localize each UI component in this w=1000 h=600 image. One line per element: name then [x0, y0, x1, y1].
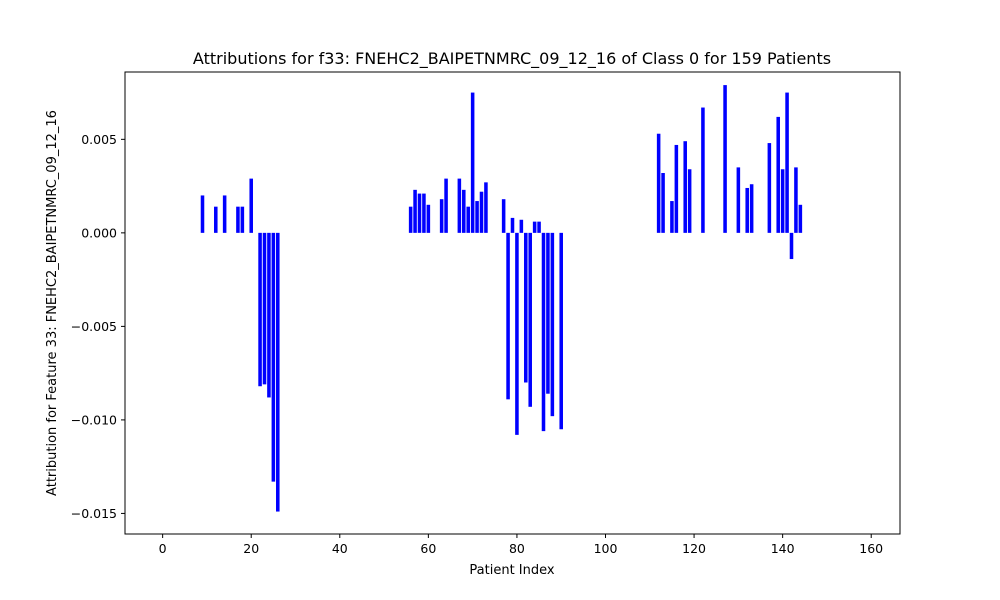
- bar-patient-58: [417, 193, 422, 233]
- bar-patient-143: [794, 167, 798, 233]
- bar-patient-142: [789, 232, 794, 260]
- bar-patient-22: [258, 232, 262, 387]
- bar-patient-130: [736, 167, 741, 233]
- bar-patient-9: [200, 195, 205, 233]
- bar-patient-87: [546, 232, 550, 394]
- bar-patient-56: [408, 206, 413, 233]
- x-axis-ticks: 0 20 40 60 80 100 120 140 160: [159, 534, 883, 556]
- bar-patient-112: [656, 133, 661, 233]
- bar-patient-60: [426, 204, 431, 233]
- bar-patient-20: [249, 178, 253, 233]
- x-tick-label: 40: [332, 541, 348, 556]
- bar-patient-68: [462, 189, 466, 233]
- bar-patient-122: [701, 107, 705, 233]
- bars-group: [200, 85, 803, 512]
- x-tick-label: 80: [509, 541, 525, 556]
- bar-patient-17: [236, 206, 240, 233]
- bar-patient-90: [559, 232, 563, 430]
- bar-patient-77: [501, 199, 506, 233]
- bar-patient-141: [785, 92, 789, 233]
- bar-patient-71: [475, 201, 479, 233]
- bar-patient-86: [541, 232, 546, 432]
- y-tick-label: −0.005: [71, 319, 117, 334]
- bar-patient-72: [479, 191, 484, 233]
- y-tick-label: −0.015: [71, 506, 117, 521]
- bar-patient-118: [683, 141, 687, 233]
- bar-patient-12: [214, 206, 218, 233]
- bar-patient-57: [413, 189, 417, 233]
- bar-patient-115: [670, 201, 674, 233]
- bar-patient-64: [444, 178, 448, 233]
- x-tick-label: 0: [159, 541, 167, 556]
- y-axis-label: Attribution for Feature 33: FNEHC2_BAIPE…: [45, 110, 60, 496]
- y-axis-ticks: 0.005 0.000 −0.005 −0.010 −0.015: [71, 132, 125, 521]
- bar-patient-18: [240, 206, 245, 233]
- y-tick-label: −0.010: [71, 412, 117, 427]
- bar-patient-79: [510, 217, 515, 233]
- bar-patient-137: [767, 143, 772, 233]
- x-axis-label: Patient Index: [469, 563, 554, 578]
- bar-patient-23: [262, 232, 267, 385]
- y-tick-label: 0.000: [81, 225, 117, 240]
- bar-patient-73: [484, 182, 488, 233]
- x-tick-label: 20: [243, 541, 259, 556]
- bar-patient-25: [271, 232, 276, 482]
- x-tick-label: 140: [771, 541, 795, 556]
- bar-patient-63: [439, 199, 444, 233]
- bar-patient-70: [470, 92, 475, 233]
- bar-patient-127: [723, 85, 727, 233]
- bar-patient-24: [267, 232, 271, 398]
- bar-patient-78: [506, 232, 510, 400]
- bar-patient-140: [780, 169, 785, 233]
- bar-patient-88: [550, 232, 555, 417]
- bar-patient-85: [537, 221, 541, 233]
- x-tick-label: 60: [420, 541, 436, 556]
- bar-patient-67: [457, 178, 462, 233]
- bar-patient-59: [422, 193, 426, 233]
- bar-patient-69: [466, 206, 470, 233]
- bar-patient-81: [519, 219, 524, 233]
- bar-patient-113: [661, 173, 665, 233]
- bar-patient-82: [524, 232, 528, 383]
- bar-patient-80: [515, 232, 519, 435]
- bar-patient-133: [749, 184, 754, 233]
- y-tick-label: 0.005: [81, 132, 117, 147]
- bar-patient-83: [528, 232, 532, 407]
- bar-patient-116: [674, 144, 679, 233]
- bar-patient-84: [532, 221, 537, 233]
- x-tick-label: 100: [594, 541, 618, 556]
- plot-frame: [124, 71, 901, 535]
- bar-patient-144: [798, 204, 803, 233]
- x-tick-label: 120: [682, 541, 706, 556]
- bar-patient-14: [222, 195, 227, 233]
- bar-patient-139: [776, 116, 780, 233]
- x-tick-label: 160: [859, 541, 883, 556]
- bar-patient-119: [687, 169, 692, 233]
- bar-patient-132: [745, 187, 749, 233]
- chart-title: Attributions for f33: FNEHC2_BAIPETNMRC_…: [193, 49, 831, 69]
- bar-patient-26: [276, 232, 280, 512]
